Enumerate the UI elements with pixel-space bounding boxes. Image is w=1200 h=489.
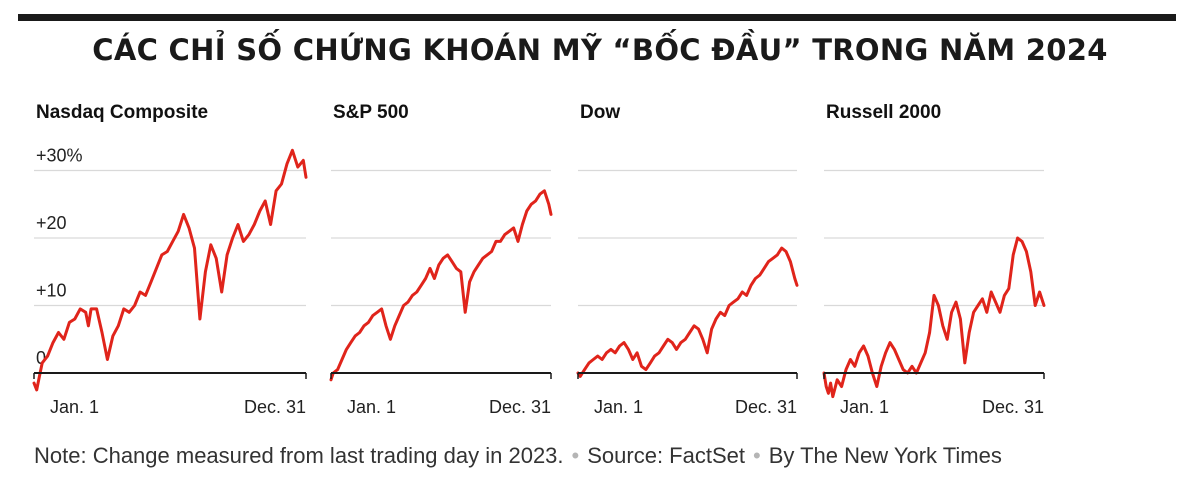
chart-title: Dow: [580, 102, 620, 123]
x-tick-label: Jan. 1: [50, 397, 99, 417]
x-tick-label: Jan. 1: [840, 397, 889, 417]
footer-separator: •: [752, 443, 761, 468]
footer: Note: Change measured from last trading …: [34, 443, 1002, 469]
top-rule: [18, 14, 1176, 21]
chart-title: Russell 2000: [826, 102, 941, 123]
y-tick-label: +30%: [36, 146, 83, 166]
chart-title: S&P 500: [333, 102, 409, 123]
x-tick-label: Jan. 1: [594, 397, 643, 417]
page-title: CÁC CHỈ SỐ CHỨNG KHOÁN MỸ “BỐC ĐẦU” TRON…: [92, 33, 1108, 67]
series-line: [822, 236, 1046, 399]
x-tick-label: Dec. 31: [982, 397, 1044, 417]
x-tick-label: Dec. 31: [489, 397, 551, 417]
series-line: [32, 148, 308, 392]
footer-note: Note: Change measured from last trading …: [34, 443, 564, 468]
y-tick-label: +20: [36, 213, 67, 233]
series-line: [576, 246, 799, 378]
x-tick-label: Dec. 31: [735, 397, 797, 417]
footer-source: Source: FactSet: [587, 443, 745, 468]
footer-separator: •: [571, 443, 580, 468]
footer-byline: By The New York Times: [768, 443, 1002, 468]
series-line: [329, 189, 553, 382]
y-tick-label: 0: [36, 348, 46, 368]
y-tick-label: +10: [36, 281, 67, 301]
chart-title: Nasdaq Composite: [36, 102, 208, 123]
x-tick-label: Dec. 31: [244, 397, 306, 417]
x-tick-label: Jan. 1: [347, 397, 396, 417]
